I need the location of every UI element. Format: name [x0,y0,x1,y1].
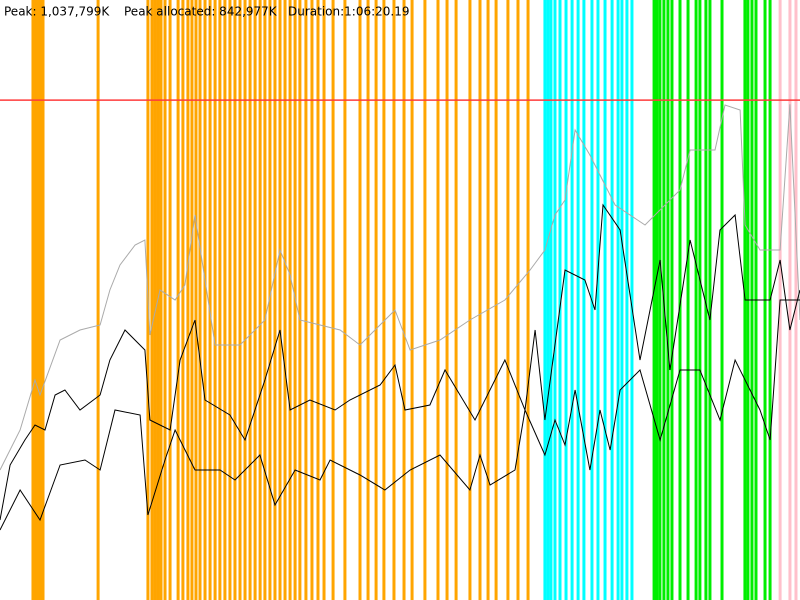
event-band [445,0,449,600]
duration-label: Duration:1:06:20.19 [288,5,410,19]
event-band [558,0,562,600]
event-band [228,0,232,600]
event-bands [31,0,798,600]
peak-allocated-label: Peak allocated: 842,977K [124,5,278,19]
event-band [304,0,308,600]
event-band [223,0,227,600]
memory-line [0,203,800,521]
event-band [423,0,427,600]
event-band [33,0,37,600]
event-band [343,0,347,600]
event-band [655,0,659,600]
event-band [41,0,45,600]
event-band [564,0,568,600]
memory-line [0,299,800,531]
event-band [610,0,614,600]
event-band [263,0,267,600]
event-band [268,0,272,600]
event-band [35,0,39,600]
event-band [478,0,482,600]
event-band [454,0,458,600]
event-band [382,0,386,600]
event-band [374,0,378,600]
event-band [203,0,207,600]
event-band [181,0,185,600]
event-band [516,0,520,600]
event-band [190,0,194,600]
memory-line [0,104,800,471]
event-band [243,0,247,600]
event-band [150,0,154,600]
event-band [410,0,414,600]
event-band [576,0,580,600]
event-band [436,0,440,600]
event-band [658,0,662,600]
event-band [402,0,406,600]
event-band [310,0,314,600]
event-band [670,0,674,600]
event-band [358,0,362,600]
event-band [596,0,600,600]
event-band [96,0,100,600]
event-band [468,0,472,600]
event-band [208,0,212,600]
event-band [238,0,242,600]
event-band [331,0,335,600]
event-band [630,0,634,600]
event-band [666,0,670,600]
event-band [159,0,163,600]
event-band [258,0,262,600]
event-band [582,0,586,600]
event-band [678,0,682,600]
event-band [698,0,702,600]
event-band [570,0,574,600]
event-band [506,0,510,600]
event-band [549,0,553,600]
event-band [553,0,557,600]
event-band [603,0,607,600]
event-band [233,0,237,600]
event-band [686,0,690,600]
event-band [39,0,43,600]
event-band [218,0,222,600]
event-band [213,0,217,600]
event-band [694,0,698,600]
event-band [704,0,708,600]
event-band [720,0,724,600]
event-band [168,0,172,600]
event-band [616,0,620,600]
event-band [37,0,41,600]
event-band [186,0,190,600]
event-band [283,0,287,600]
event-band [620,0,624,600]
event-band [526,0,530,600]
event-band [316,0,320,600]
event-band [494,0,498,600]
lines [0,99,800,531]
event-band [322,0,326,600]
event-band [366,0,370,600]
event-band [248,0,252,600]
event-band [176,0,180,600]
event-band [194,0,198,600]
event-band [652,0,656,600]
peak-label: Peak: 1,037,799K [4,5,110,19]
event-band [543,0,547,600]
event-band [153,0,157,600]
event-band [625,0,629,600]
event-band [31,0,35,600]
event-band [546,0,550,600]
event-band [273,0,277,600]
event-band [198,0,202,600]
event-band [392,0,396,600]
event-band [486,0,490,600]
event-band [278,0,282,600]
event-band [298,0,302,600]
event-band [288,0,292,600]
event-band [163,0,167,600]
event-band [253,0,257,600]
event-band [708,0,712,600]
